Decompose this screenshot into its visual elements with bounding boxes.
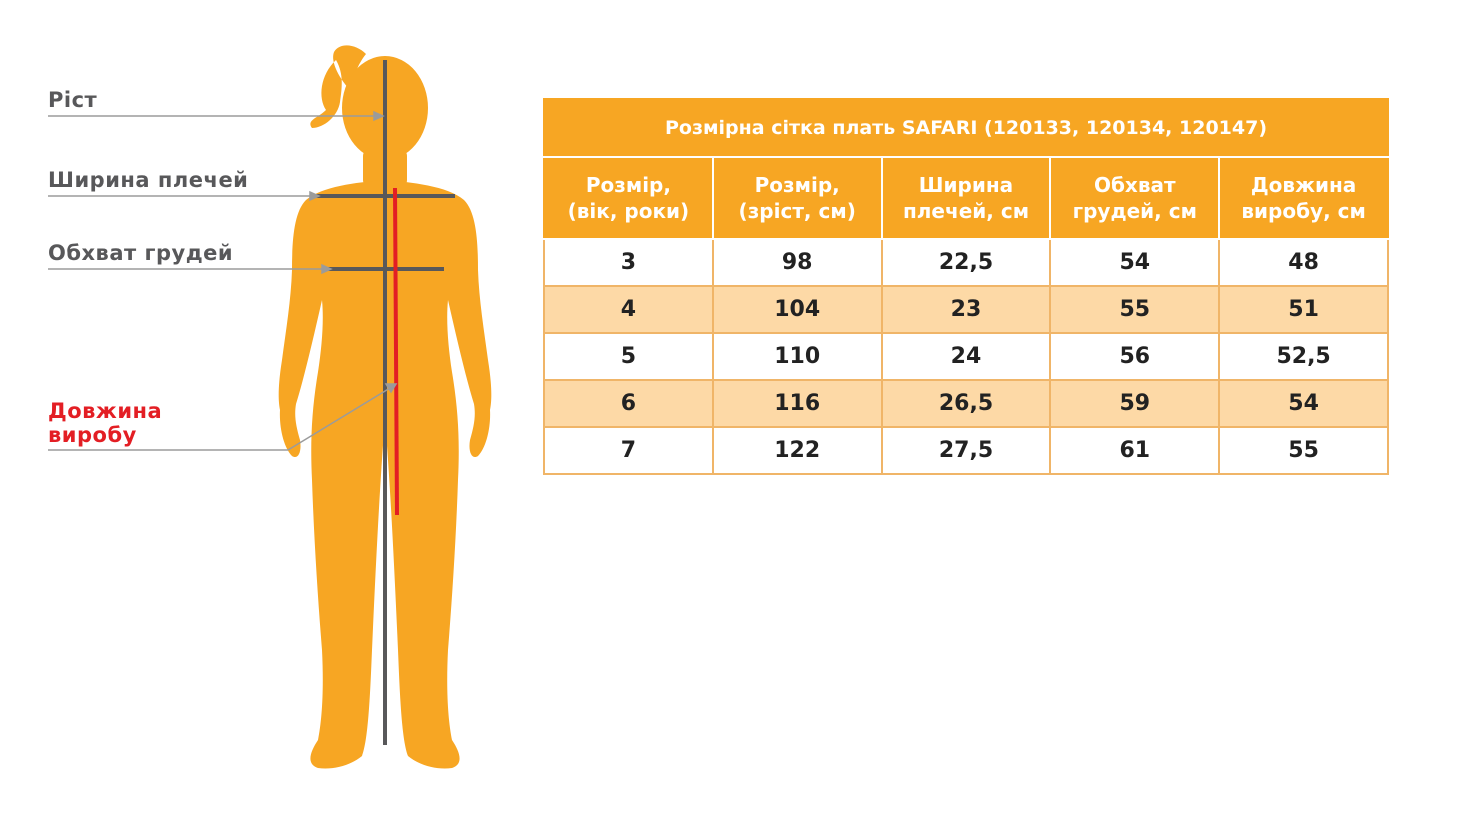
height-leader-arrow-icon: [373, 110, 385, 122]
table-title-row: Розмірна сітка плать SAFARI (120133, 120…: [543, 98, 1389, 158]
header-length-line2: виробу, см: [1241, 199, 1366, 223]
table-cell: 22,5: [880, 238, 1052, 287]
header-length-line1: Довжина: [1250, 173, 1357, 197]
table-cell: 24: [880, 332, 1052, 381]
table-cell: 4: [543, 285, 714, 334]
header-chest: Обхват грудей, см: [1049, 156, 1221, 240]
length-leader-arrow-icon: [384, 383, 398, 394]
ponytail-shape: [310, 45, 366, 128]
table-cell: 5: [543, 332, 714, 381]
shoulder-leader-arrow-icon: [309, 190, 321, 202]
table-cell: 27,5: [880, 426, 1052, 475]
header-age-line1: Розмір,: [585, 173, 671, 197]
header-shoulder-line1: Ширина: [918, 173, 1014, 197]
length-leader-line-diagonal: [287, 387, 391, 451]
table-row: 6 116 26,5 59 54: [543, 379, 1389, 428]
header-height-line2: (зріст, см): [738, 199, 856, 223]
table-cell: 110: [711, 332, 883, 381]
label-product-length-line1: Довжина: [48, 399, 163, 423]
label-height: Ріст: [48, 88, 98, 112]
header-age: Розмір, (вік, роки): [543, 156, 714, 240]
table-cell: 23: [880, 285, 1052, 334]
header-length: Довжина виробу, см: [1218, 156, 1389, 240]
header-shoulder-line2: плечей, см: [902, 199, 1030, 223]
table-cell: 6: [543, 379, 714, 428]
table-row: 7 122 27,5 61 55: [543, 426, 1389, 475]
header-height: Розмір, (зріст, см): [711, 156, 883, 240]
table-cell: 55: [1218, 426, 1389, 475]
table-row: 3 98 22,5 54 48: [543, 238, 1389, 287]
table-cell: 98: [711, 238, 883, 287]
table-cell: 55: [1049, 285, 1221, 334]
product-length-line: [393, 187, 399, 516]
header-height-line1: Розмір,: [754, 173, 840, 197]
size-table: Розмірна сітка плать SAFARI (120133, 120…: [543, 98, 1389, 475]
table-cell: 122: [711, 426, 883, 475]
table-row: 4 104 23 55 51: [543, 285, 1389, 334]
label-chest: Обхват грудей: [48, 241, 234, 265]
table-cell: 7: [543, 426, 714, 475]
table-cell: 104: [711, 285, 883, 334]
table-cell: 48: [1218, 238, 1389, 287]
header-chest-line2: грудей, см: [1072, 199, 1197, 223]
table-header-row: Розмір, (вік, роки) Розмір, (зріст, см) Ши…: [543, 156, 1389, 240]
header-chest-line1: Обхват: [1093, 173, 1176, 197]
header-age-line2: (вік, роки): [567, 199, 690, 223]
table-cell: 51: [1218, 285, 1389, 334]
table-cell: 26,5: [880, 379, 1052, 428]
table-cell: 54: [1218, 379, 1389, 428]
body-shape: [278, 180, 492, 769]
label-product-length-line2: виробу: [48, 423, 137, 447]
table-cell: 52,5: [1218, 332, 1389, 381]
table-cell: 54: [1049, 238, 1221, 287]
header-shoulder: Ширина плечей, см: [880, 156, 1052, 240]
table-cell: 3: [543, 238, 714, 287]
table-row: 5 110 24 56 52,5: [543, 332, 1389, 381]
table-cell: 59: [1049, 379, 1221, 428]
table-cell: 61: [1049, 426, 1221, 475]
table-cell: 116: [711, 379, 883, 428]
label-shoulder-width: Ширина плечей: [48, 168, 249, 192]
chest-leader-arrow-icon: [321, 263, 333, 275]
table-title: Розмірна сітка плать SAFARI (120133, 120…: [543, 98, 1389, 158]
table-cell: 56: [1049, 332, 1221, 381]
